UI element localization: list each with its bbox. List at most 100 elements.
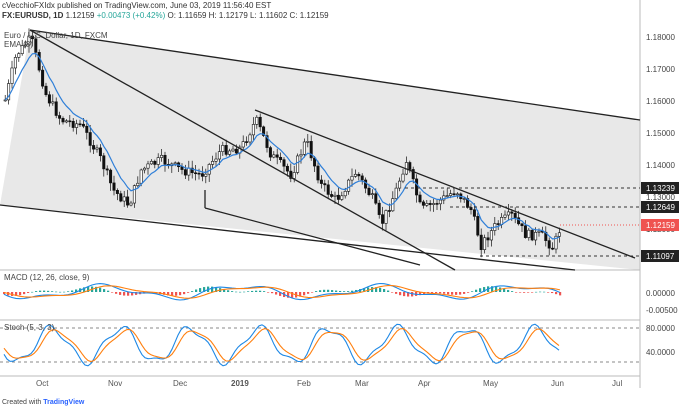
candle	[190, 167, 194, 174]
candle	[503, 214, 507, 218]
candle	[523, 225, 527, 238]
macd-bar	[339, 290, 342, 292]
candle	[194, 172, 198, 175]
time-axis[interactable]: Oct Nov Dec 2019 Feb Mar Apr May Jun Jul	[36, 379, 622, 388]
candle	[37, 52, 41, 71]
candle	[445, 195, 449, 197]
macd-bar	[447, 292, 450, 295]
tradingview-logo[interactable]: TradingView	[43, 399, 85, 406]
candle	[520, 223, 524, 227]
candle	[160, 154, 164, 158]
macd-bar	[99, 287, 102, 292]
macd-bar	[403, 292, 406, 297]
candle	[163, 154, 167, 165]
macd-bar	[559, 292, 562, 296]
lower-channel-line[interactable]	[0, 204, 576, 271]
candle	[27, 35, 31, 46]
trendlines	[0, 29, 641, 271]
candle	[13, 57, 17, 69]
macd-bar	[311, 292, 314, 293]
candle	[489, 230, 493, 241]
candle	[309, 141, 313, 159]
macd-bar	[127, 292, 130, 296]
macd-bar	[19, 292, 22, 296]
macd-bar	[263, 291, 266, 292]
macd-bar	[275, 292, 278, 295]
candle	[367, 187, 371, 195]
stoch-tick-2: 40.0000	[646, 348, 675, 357]
macd-line	[3, 282, 561, 301]
price-badges: 1.13239 1.12649 1.12159 1.11097	[641, 182, 679, 262]
macd-bar	[171, 292, 174, 296]
candle	[387, 210, 391, 212]
candle	[129, 202, 133, 206]
macd-bar	[343, 291, 346, 292]
wedge-lower-line[interactable]	[204, 207, 421, 266]
candle	[452, 193, 456, 195]
candle	[81, 123, 85, 127]
candle	[316, 165, 320, 181]
stoch-label[interactable]: Stoch (5, 3, 3)	[4, 323, 55, 332]
macd-bar	[407, 292, 410, 297]
candle	[44, 85, 48, 96]
macd-label[interactable]: MACD (12, 26, close, 9)	[4, 273, 90, 282]
candle	[30, 35, 34, 40]
time-tick-nov: Nov	[108, 379, 122, 388]
wedge-upper-line[interactable]	[254, 109, 636, 259]
diagonal-trendline-a[interactable]	[29, 29, 456, 271]
candle	[115, 190, 119, 194]
macd-bar	[123, 292, 126, 296]
macd-bar	[51, 291, 54, 292]
candle	[231, 148, 235, 152]
macd-bar	[303, 292, 306, 296]
candle	[156, 157, 160, 165]
macd-bar	[355, 289, 358, 292]
last-price: 1.12159	[65, 11, 95, 20]
candle	[41, 69, 45, 87]
macd-bar	[167, 292, 170, 296]
macd-bar	[323, 289, 326, 292]
macd-bar	[327, 289, 330, 292]
candle	[435, 203, 439, 205]
candle	[421, 201, 425, 206]
series-label: Euro / U.S. Dollar, 1D, FXCM	[4, 31, 108, 40]
macd-bar	[107, 290, 110, 292]
macd-bar	[351, 290, 354, 292]
upper-channel-line[interactable]	[29, 29, 641, 121]
candle	[428, 203, 432, 205]
candle	[211, 160, 215, 165]
candle	[221, 145, 225, 152]
macd-bar	[387, 290, 390, 292]
ema-label: EMA (8)	[4, 40, 33, 49]
macd-bar	[399, 292, 402, 296]
macd-bar	[363, 288, 366, 292]
macd-bar	[267, 292, 270, 293]
macd-bar	[543, 291, 546, 293]
candle	[88, 132, 92, 146]
candle	[289, 170, 293, 179]
macd-bar	[67, 291, 70, 292]
macd-bar	[119, 292, 122, 295]
candle	[462, 198, 466, 200]
macd-bar	[547, 292, 550, 293]
candle	[102, 155, 106, 170]
macd-bar	[307, 292, 310, 294]
macd-bar	[135, 292, 138, 295]
macd-bar	[215, 287, 218, 292]
candle	[408, 162, 412, 170]
time-tick-2019: 2019	[231, 379, 249, 388]
macd-bar	[439, 292, 442, 294]
symbol-name[interactable]: FX:EURUSD, 1D	[2, 11, 64, 20]
macd-bar	[495, 286, 498, 292]
footer-prefix: Created with	[2, 399, 42, 406]
candle	[551, 247, 555, 250]
macd-bar	[247, 291, 250, 292]
time-tick-oct: Oct	[36, 379, 49, 388]
candle	[279, 156, 283, 160]
candle	[10, 67, 14, 84]
publisher-line: cVecchioFXIdx published on TradingView.c…	[2, 1, 272, 10]
macd-bar	[235, 291, 238, 293]
macd-bar	[519, 292, 522, 293]
macd-bar	[435, 292, 438, 294]
